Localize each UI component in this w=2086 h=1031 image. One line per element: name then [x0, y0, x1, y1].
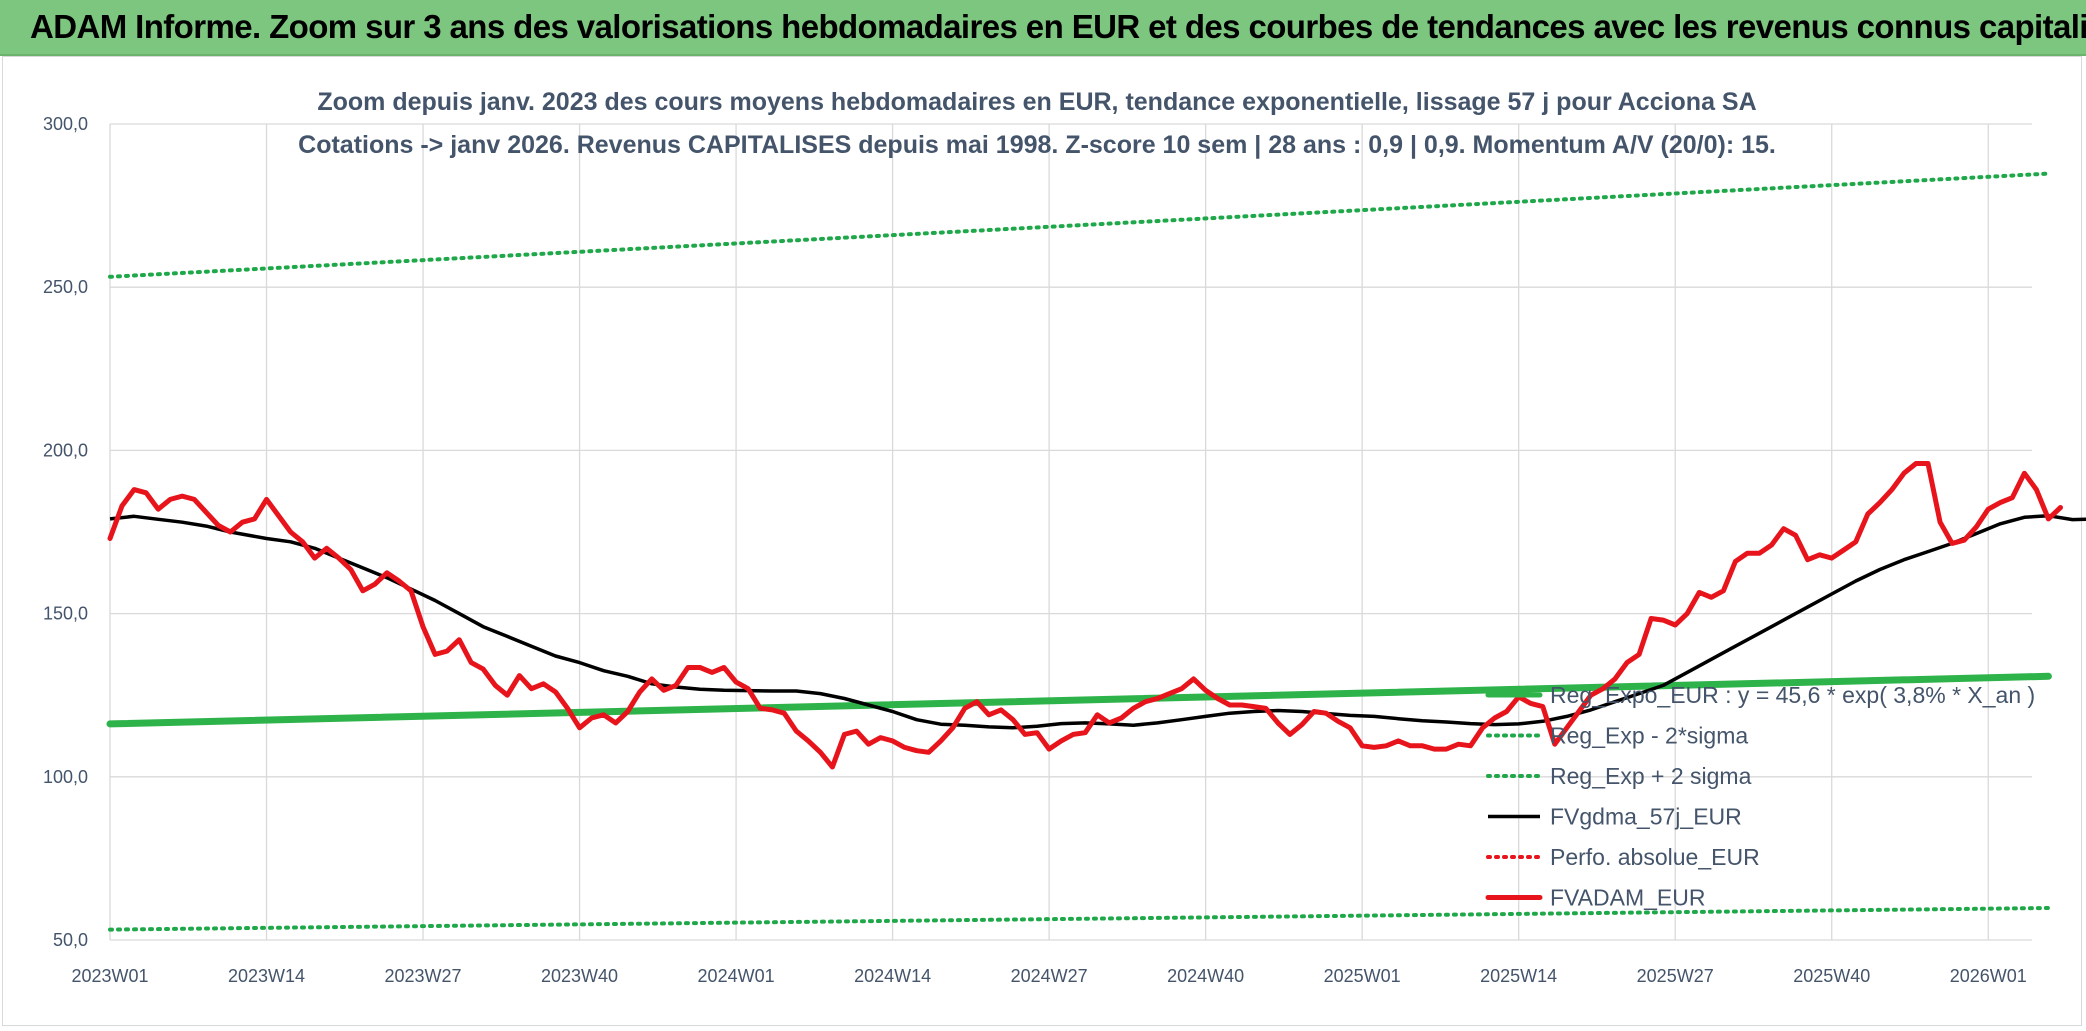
legend-label: Perfo. absolue_EUR — [1550, 844, 1760, 870]
grid — [109, 123, 2032, 941]
x-tick-label: 2026W01 — [1950, 966, 2027, 986]
chart-subtitle: Cotations -> janv 2026. Revenus CAPITALI… — [298, 131, 1776, 159]
series-line-fvadam-eur-5 — [107, 461, 2063, 770]
x-tick-label: 2024W14 — [854, 966, 931, 986]
y-tick-label: 300,0 — [43, 114, 88, 134]
legend-label: Reg_Exp + 2 sigma — [1550, 763, 1752, 789]
x-tick-label: 2024W27 — [1011, 966, 1088, 986]
x-tick-label: 2023W01 — [71, 966, 148, 986]
legend-label: Reg_Exp - 2*sigma — [1550, 723, 1748, 749]
x-tick-label: 2025W01 — [1324, 966, 1401, 986]
series-line-fvgdma-57j-eur-3 — [109, 513, 2086, 730]
x-axis: 2023W01 2023W14 2023W27 2023W40 2024W01 2024W… — [71, 966, 2026, 986]
series-line-reg-exp-2 — [108, 171, 2051, 279]
y-tick-label: 250,0 — [43, 277, 88, 297]
series-line-reg-exp-1 — [108, 906, 2051, 932]
series-line-reg-expo-eur-0 — [106, 672, 2052, 728]
y-tick-label: 50,0 — [53, 930, 88, 950]
legend-label: FVgdma_57j_EUR — [1550, 804, 1742, 830]
banner-title: ADAM Informe. Zoom sur 3 ans des valoris… — [30, 8, 2086, 45]
report-banner: ADAM Informe. Zoom sur 3 ans des valoris… — [0, 0, 2086, 56]
chart-frame — [2, 56, 2082, 1026]
x-tick-label: 2023W14 — [228, 966, 305, 986]
y-tick-label: 100,0 — [43, 767, 88, 787]
legend: Reg_Expo_EUR : y = 45,6 * exp( 3,8% * X_… — [1485, 682, 2035, 911]
y-axis: 50,0 100,0 150,0 200,0 250,0 300,0 — [43, 114, 88, 950]
x-tick-label: 2025W27 — [1637, 966, 1714, 986]
y-tick-label: 150,0 — [43, 604, 88, 624]
x-tick-label: 2025W14 — [1480, 966, 1557, 986]
chart-title: Zoom depuis janv. 2023 des cours moyens … — [317, 88, 1756, 116]
x-tick-label: 2023W27 — [385, 966, 462, 986]
legend-label: Reg_Expo_EUR : y = 45,6 * exp( 3,8% * X_… — [1550, 682, 2035, 708]
series-layer — [106, 171, 2086, 932]
legend-label: FVADAM_EUR — [1550, 885, 1706, 911]
x-tick-label: 2024W40 — [1167, 966, 1244, 986]
x-tick-label: 2024W01 — [698, 966, 775, 986]
y-tick-label: 200,0 — [43, 440, 88, 460]
x-tick-label: 2025W40 — [1793, 966, 1870, 986]
x-tick-label: 2023W40 — [541, 966, 618, 986]
